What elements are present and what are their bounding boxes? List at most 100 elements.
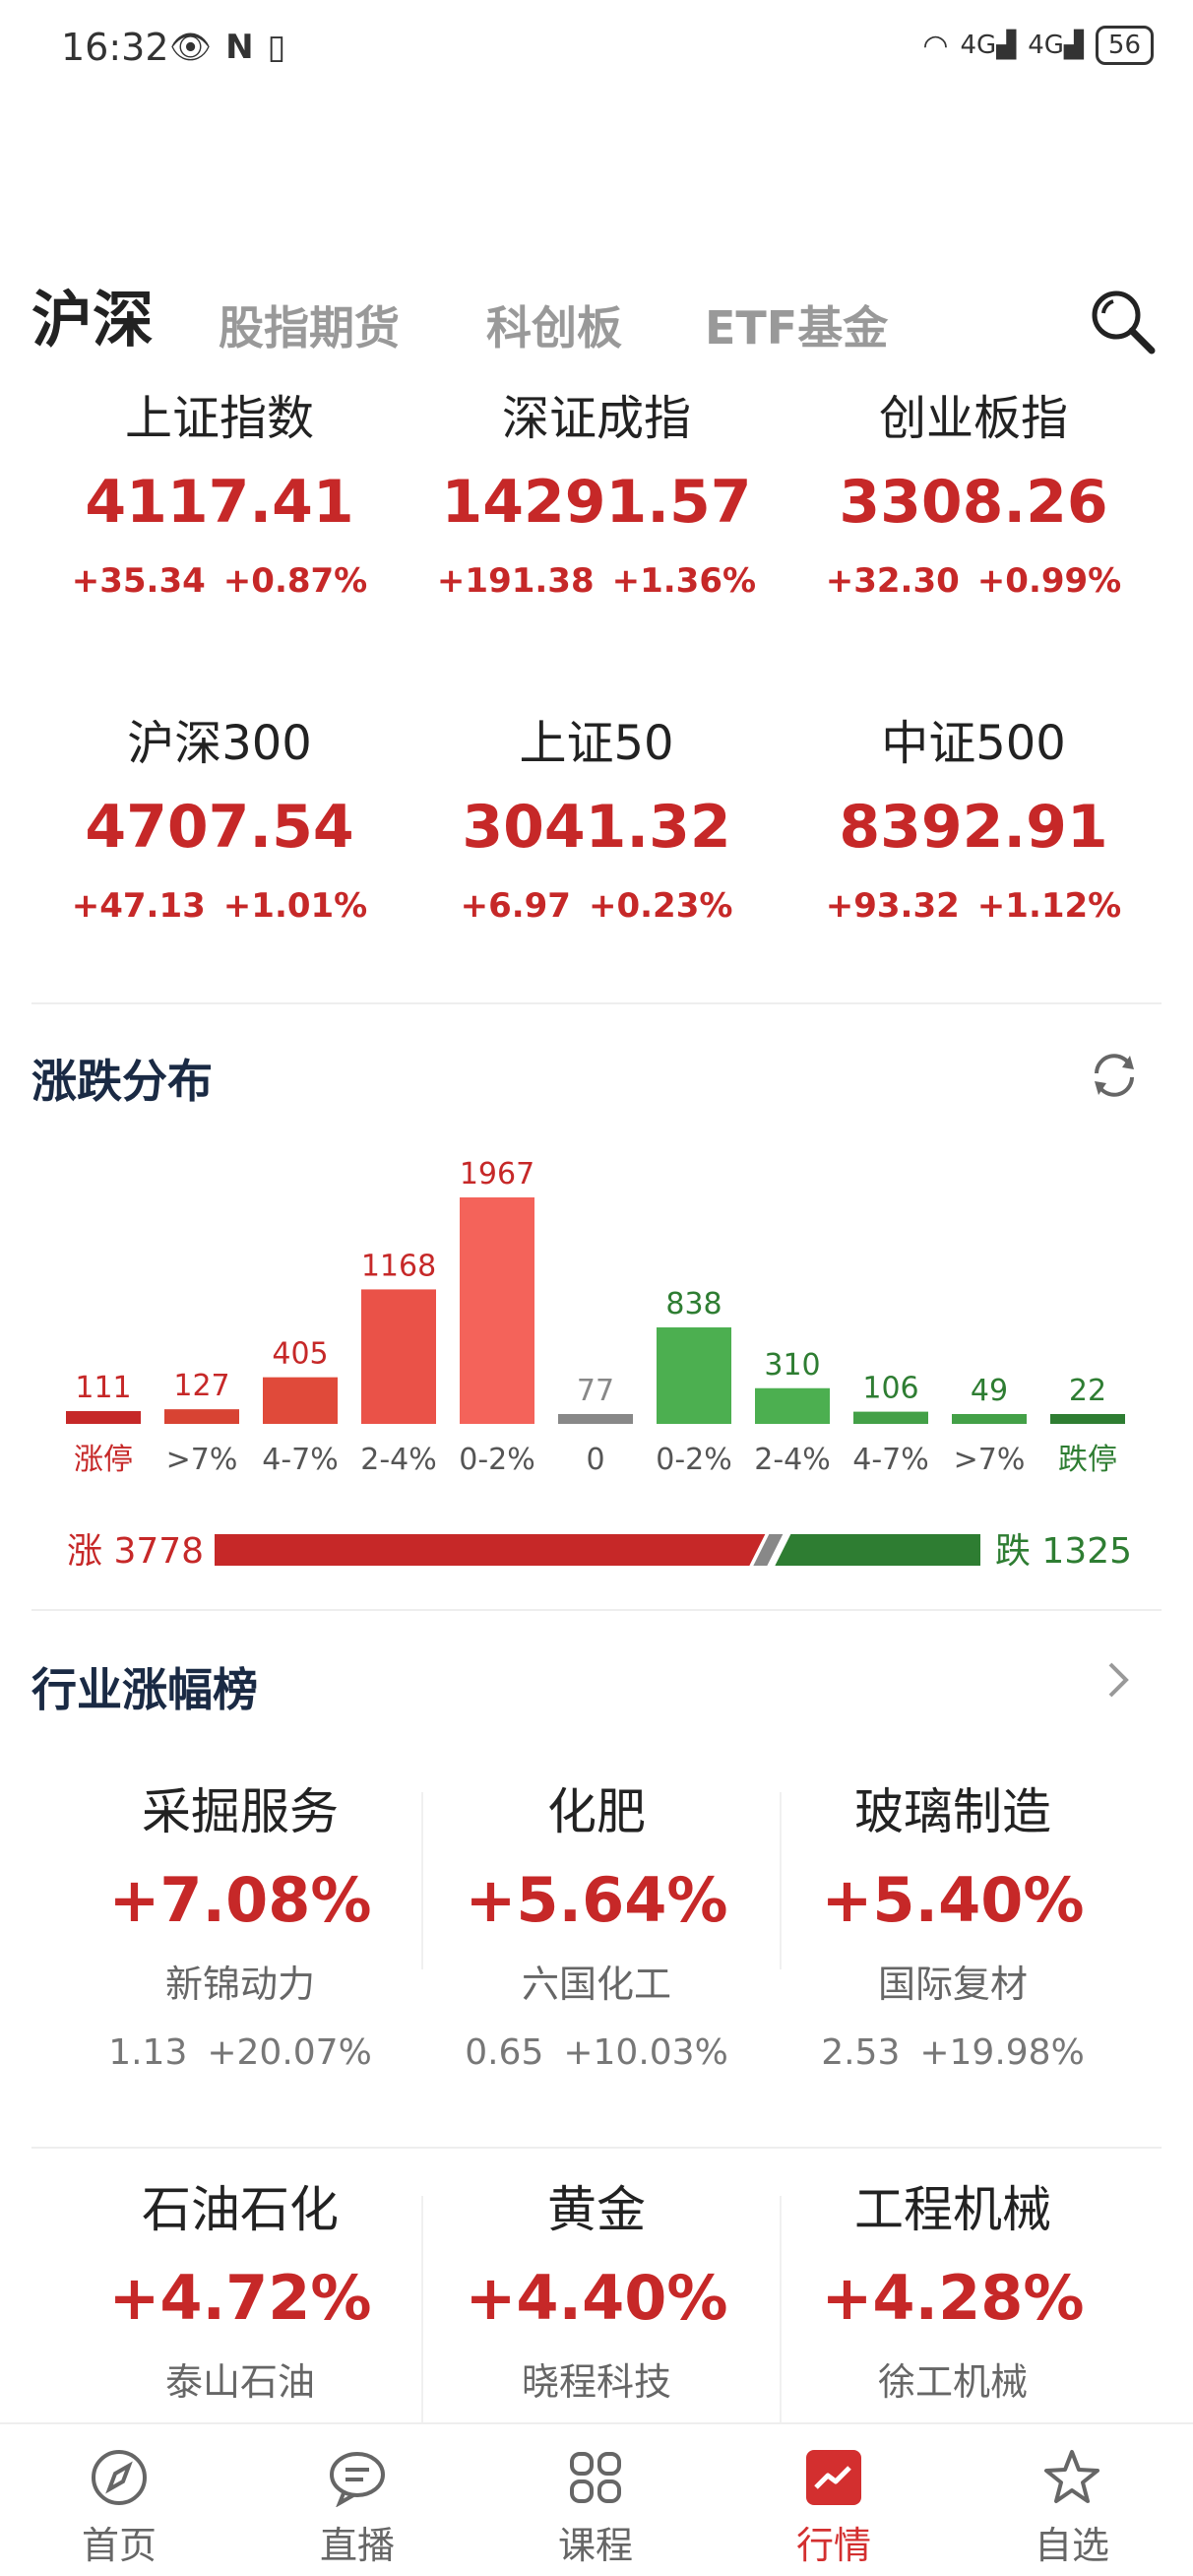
nav-label: 首页 <box>81 2524 157 2567</box>
star-icon <box>1044 2450 1099 2503</box>
column-separator <box>780 1792 782 1969</box>
bar-value-label: 1168 <box>361 1249 436 1283</box>
leading-stock: 国际复材 <box>877 1963 1028 2006</box>
breadth-bar: 涨 3778 跌 1325 <box>0 1516 1193 1585</box>
market-tabs: 沪深 股指期货 科创板 ETF基金 <box>0 266 1193 374</box>
bar-category-label: >7% <box>166 1443 238 1477</box>
industry-card[interactable]: 黄金 +4.40% 晓程科技 <box>419 2170 774 2416</box>
column-separator <box>780 2196 782 2422</box>
index-change: +35.34 <box>71 561 206 601</box>
status-time: 16:32 <box>61 26 169 69</box>
search-button[interactable] <box>1085 284 1163 362</box>
nav-watchlist[interactable]: 自选 <box>953 2424 1191 2576</box>
index-value: 4707.54 <box>85 793 354 862</box>
chart-icon <box>806 2450 861 2505</box>
distribution-bar <box>853 1411 928 1424</box>
tab-hushen[interactable]: 沪深 <box>31 284 155 355</box>
distribution-bar <box>755 1387 830 1424</box>
index-value: 4117.41 <box>85 468 354 537</box>
compass-icon <box>92 2450 147 2505</box>
distribution-bar <box>558 1414 633 1424</box>
bottom-nav: 首页 直播 课程 行情 自选 <box>0 2422 1193 2576</box>
nav-live[interactable]: 直播 <box>238 2424 476 2576</box>
tab-index-futures[interactable]: 股指期货 <box>219 301 400 354</box>
index-card[interactable]: 沪深300 4707.54 +47.13 +1.01% <box>28 709 411 935</box>
index-name: 沪深300 <box>127 716 312 771</box>
bar-value-label: 310 <box>764 1348 820 1383</box>
industry-card[interactable]: 工程机械 +4.28% 徐工机械 <box>776 2170 1130 2416</box>
industry-pct: +4.28% <box>821 2262 1085 2334</box>
index-card[interactable]: 上证50 3041.32 +6.97 +0.23% <box>405 709 788 935</box>
refresh-button[interactable] <box>1085 1046 1144 1105</box>
industry-name: 化肥 <box>547 1783 646 1840</box>
distribution-title: 涨跌分布 <box>31 1055 213 1108</box>
index-name: 上证50 <box>519 716 674 771</box>
battery-icon: 56 <box>1095 26 1154 65</box>
industry-pct: +4.72% <box>108 2262 372 2334</box>
nav-courses[interactable]: 课程 <box>476 2424 715 2576</box>
distribution-bar <box>164 1409 239 1424</box>
nav-label: 课程 <box>557 2524 633 2567</box>
bar-category-label: 0-2% <box>656 1443 732 1477</box>
industry-card[interactable]: 石油石化 +4.72% 泰山石油 <box>63 2170 417 2416</box>
tab-star-market[interactable]: 科创板 <box>486 301 622 354</box>
industry-more-button[interactable] <box>1095 1650 1144 1709</box>
index-card[interactable]: 上证指数 4117.41 +35.34 +0.87% <box>28 384 411 611</box>
chevron-right-icon <box>1108 1662 1129 1698</box>
bar-value-label: 22 <box>1069 1374 1106 1408</box>
distribution-bar <box>657 1327 731 1424</box>
industry-name: 玻璃制造 <box>854 1783 1051 1840</box>
industry-name: 黄金 <box>547 2181 646 2238</box>
bar-category-label: 跌停 <box>1058 1443 1117 1477</box>
bar-category-label: 2-4% <box>360 1443 437 1477</box>
leading-stock: 六国化工 <box>521 1963 671 2006</box>
stock-pct: +20.07% <box>207 2032 372 2073</box>
distribution-bar <box>361 1289 436 1424</box>
refresh-icon <box>1095 1054 1134 1097</box>
bar-category-label: 4-7% <box>852 1443 929 1477</box>
industry-card[interactable]: 采掘服务 +7.08% 新锦动力 1.13 +20.07% <box>63 1772 417 2088</box>
bar-category-label: 2-4% <box>754 1443 831 1477</box>
distribution-bar <box>66 1411 141 1424</box>
stock-pct: +10.03% <box>563 2032 728 2073</box>
industry-card[interactable]: 玻璃制造 +5.40% 国际复材 2.53 +19.98% <box>776 1772 1130 2088</box>
industry-pct: +4.40% <box>465 2262 728 2334</box>
bar-category-label: 涨停 <box>74 1443 133 1477</box>
distribution-bar <box>263 1377 338 1424</box>
industry-pct: +5.64% <box>465 1864 728 1936</box>
nav-label: 自选 <box>1034 2524 1109 2567</box>
leading-stock: 新锦动力 <box>164 1963 315 2006</box>
stock-price: 0.65 <box>465 2032 544 2073</box>
index-card[interactable]: 中证500 8392.91 +93.32 +1.12% <box>782 709 1165 935</box>
signal-icon-1: 4G▟ <box>960 31 1017 60</box>
eye-icon: 👁 <box>169 28 213 67</box>
tab-etf-fund[interactable]: ETF基金 <box>705 301 889 354</box>
bar-category-label: 0 <box>586 1443 604 1477</box>
breadth-meter <box>215 1534 980 1566</box>
bar-value-label: 838 <box>665 1287 722 1321</box>
index-card[interactable]: 深证成指 14291.57 +191.38 +1.36% <box>405 384 788 611</box>
index-value: 8392.91 <box>839 793 1108 862</box>
nav-home[interactable]: 首页 <box>0 2424 238 2576</box>
bar-category-label: 4-7% <box>262 1443 339 1477</box>
vibrate-icon: ▯ <box>267 28 286 67</box>
leading-stock: 晓程科技 <box>521 2360 671 2404</box>
index-value: 3041.32 <box>462 793 731 862</box>
index-value: 14291.57 <box>441 468 752 537</box>
distribution-bar <box>460 1197 534 1424</box>
nav-market[interactable]: 行情 <box>715 2424 953 2576</box>
index-value: 3308.26 <box>839 468 1108 537</box>
index-name: 深证成指 <box>501 391 691 446</box>
bar-value-label: 127 <box>173 1369 229 1403</box>
industry-card[interactable]: 化肥 +5.64% 六国化工 0.65 +10.03% <box>419 1772 774 2088</box>
up-portion-bar <box>215 1534 766 1566</box>
column-separator <box>421 2196 423 2422</box>
index-card[interactable]: 创业板指 3308.26 +32.30 +0.99% <box>782 384 1165 611</box>
nav-label: 行情 <box>795 2524 871 2567</box>
index-pct: +1.12% <box>976 886 1122 926</box>
index-name: 上证指数 <box>124 391 314 446</box>
bar-value-label: 405 <box>272 1337 328 1372</box>
index-pct: +0.99% <box>976 561 1122 601</box>
signal-icon-2: 4G▟ <box>1028 31 1084 60</box>
index-change: +6.97 <box>460 886 571 926</box>
